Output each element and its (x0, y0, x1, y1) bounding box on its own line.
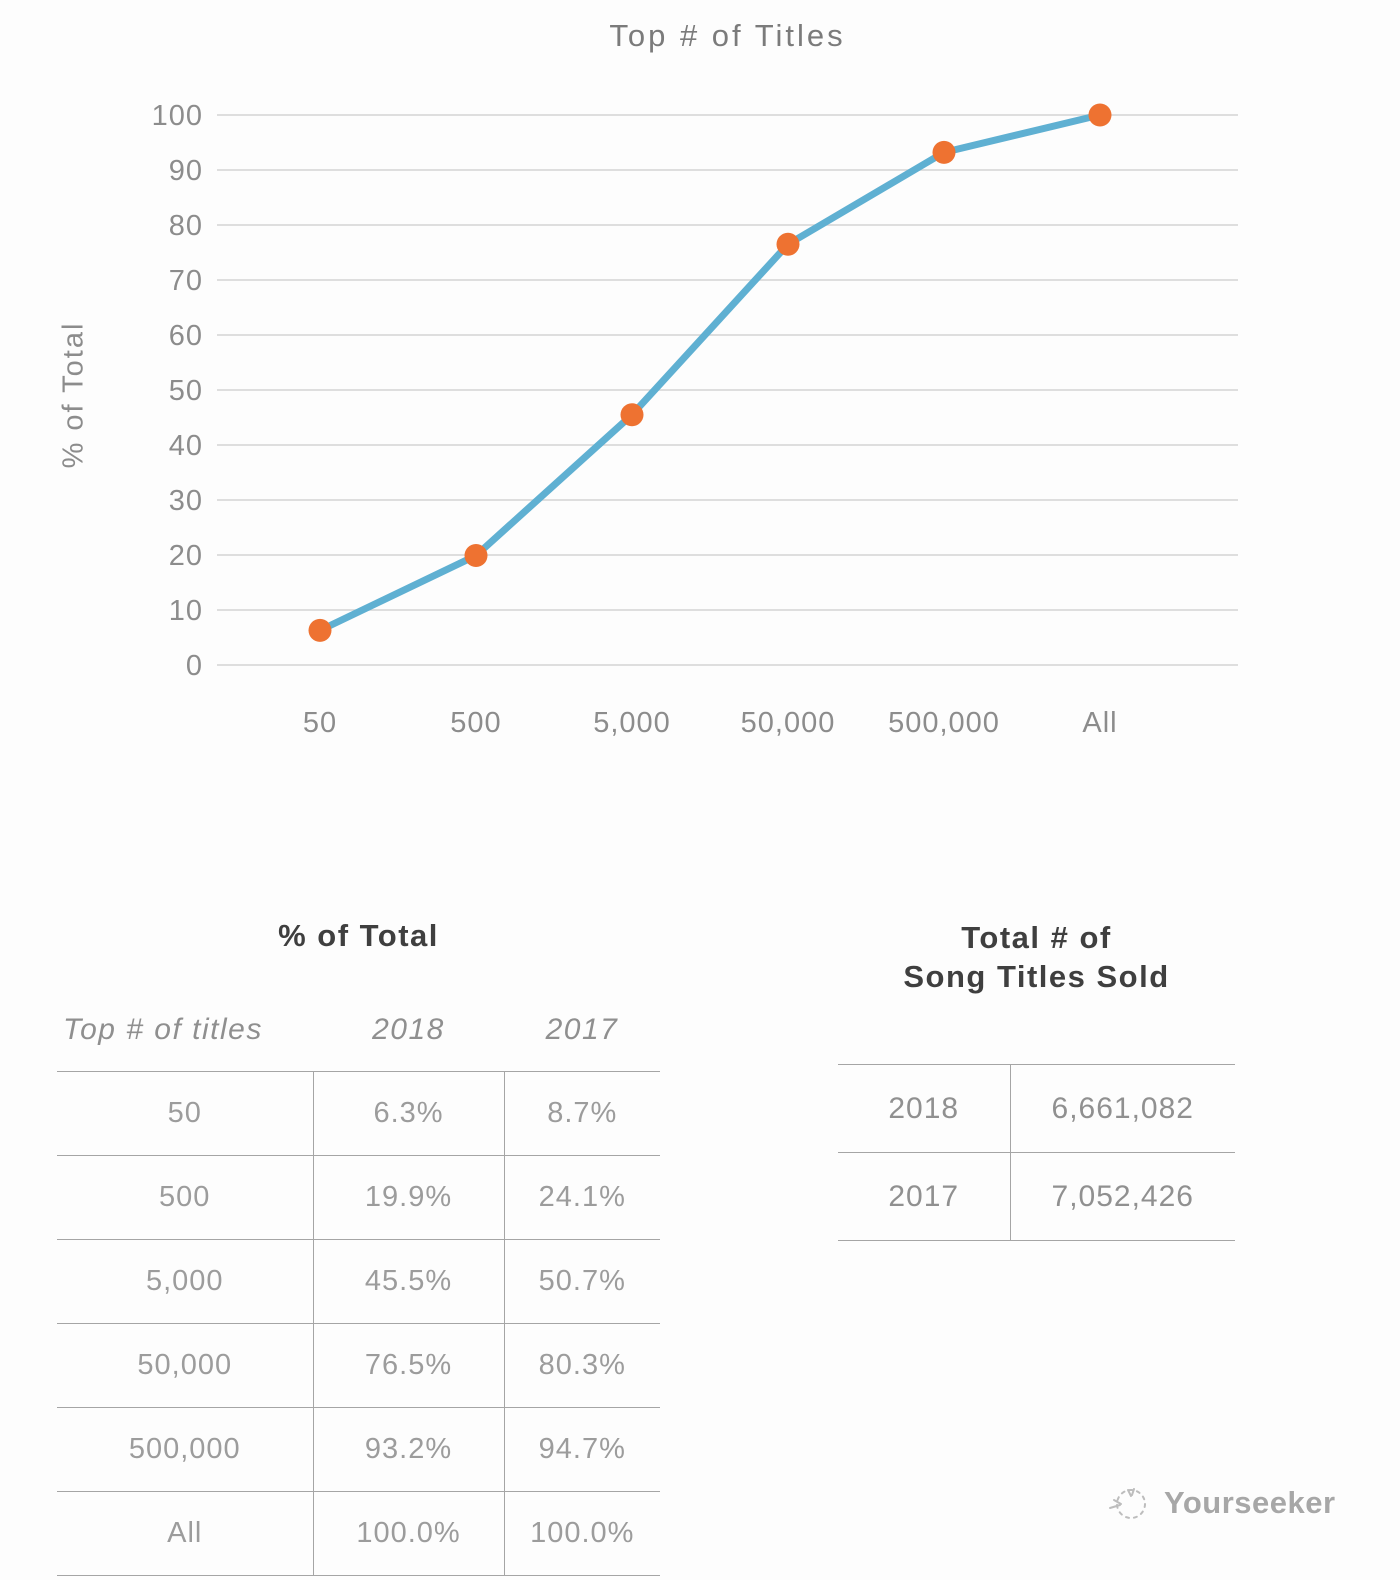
pct-header-2017: 2017 (545, 1013, 619, 1046)
table-row: 50,000 76.5% 80.3% (57, 1323, 660, 1408)
data-point-marker (308, 618, 332, 642)
line-chart: 0 10 20 30 40 50 60 70 80 90 100 50 500 5,000 50,000 50… (152, 100, 1238, 739)
row-label: All (57, 1491, 313, 1576)
data-point-marker (464, 544, 488, 568)
table-row: All 100.0% 100.0% (57, 1491, 660, 1576)
trend-line (316, 111, 1104, 634)
sketch-bird-icon (1109, 1488, 1146, 1519)
pct-2017-cell: 8.7% (503, 1071, 660, 1156)
pct-table-title: % of Total (278, 918, 439, 953)
sold-table-title-line2: Song Titles Sold (903, 959, 1170, 994)
table-row: 500,000 93.2% 94.7% (57, 1407, 660, 1492)
y-tick-label: 80 (169, 210, 203, 242)
table-row: 2017 7,052,426 (838, 1152, 1235, 1241)
row-label: 5,000 (57, 1239, 313, 1324)
table-row: 2018 6,661,082 (838, 1064, 1235, 1153)
row-label: 500,000 (57, 1407, 313, 1492)
x-axis-label: 500,000 (888, 707, 1000, 739)
watermark: Yourseeker (1106, 1480, 1336, 1526)
data-point-marker (1088, 103, 1112, 127)
pct-2017-cell: 80.3% (503, 1323, 660, 1408)
row-label: 50 (57, 1071, 313, 1156)
pct-2018-cell: 100.0% (312, 1491, 504, 1576)
y-tick-label: 30 (169, 485, 203, 517)
pct-2017-cell: 50.7% (503, 1239, 660, 1324)
pct-header-top-titles: Top # of titles (63, 1013, 263, 1046)
pct-2018-cell: 6.3% (312, 1071, 504, 1156)
data-point-marker (620, 403, 644, 427)
data-point-marker (932, 140, 956, 164)
count-cell: 6,661,082 (1009, 1064, 1235, 1153)
row-label: 500 (57, 1155, 313, 1240)
watermark-label: Yourseeker (1164, 1485, 1336, 1520)
x-axis-label: 5,000 (593, 707, 671, 739)
year-cell: 2017 (838, 1152, 1010, 1241)
y-tick-label: 90 (169, 155, 203, 187)
pct-2018-cell: 45.5% (312, 1239, 504, 1324)
y-tick-label: 40 (169, 430, 203, 462)
titles-sold-table: 2018 6,661,082 2017 7,052,426 (838, 1064, 1235, 1241)
x-axis-label: 50 (303, 707, 337, 739)
pct-2017-cell: 94.7% (503, 1407, 660, 1492)
sold-table-title-line1: Total # of (961, 920, 1112, 955)
pct-2017-cell: 100.0% (503, 1491, 660, 1576)
y-tick-label: 70 (169, 265, 203, 297)
x-axis-label: 500 (450, 707, 501, 739)
pct-2017-cell: 24.1% (503, 1155, 660, 1240)
y-tick-label: 60 (169, 320, 203, 352)
y-tick-label: 10 (169, 595, 203, 627)
pct-table-header-row: Top # of titles 2018 2017 (57, 1002, 660, 1058)
x-axis-label: 50,000 (741, 707, 836, 739)
y-tick-label: 50 (169, 375, 203, 407)
chart-title: Top # of Titles (609, 18, 846, 53)
year-cell: 2018 (838, 1064, 1010, 1153)
table-row: 500 19.9% 24.1% (57, 1155, 660, 1240)
pct-2018-cell: 76.5% (312, 1323, 504, 1408)
pct-2018-cell: 19.9% (312, 1155, 504, 1240)
pct-of-total-table: 50 6.3% 8.7% 500 19.9% 24.1% 5,000 45.5%… (57, 1071, 660, 1576)
sold-table-title: Total # of Song Titles Sold (838, 918, 1235, 996)
row-label: 50,000 (57, 1323, 313, 1408)
pct-2018-cell: 93.2% (312, 1407, 504, 1492)
pct-header-2018: 2018 (372, 1013, 445, 1046)
y-tick-label: 20 (169, 540, 203, 572)
x-axis-label: All (1082, 707, 1117, 739)
y-tick-label: 0 (186, 650, 203, 682)
table-row: 5,000 45.5% 50.7% (57, 1239, 660, 1324)
y-tick-label: 100 (152, 100, 203, 132)
table-row: 50 6.3% 8.7% (57, 1071, 660, 1156)
data-point-marker (776, 232, 800, 256)
count-cell: 7,052,426 (1009, 1152, 1235, 1241)
